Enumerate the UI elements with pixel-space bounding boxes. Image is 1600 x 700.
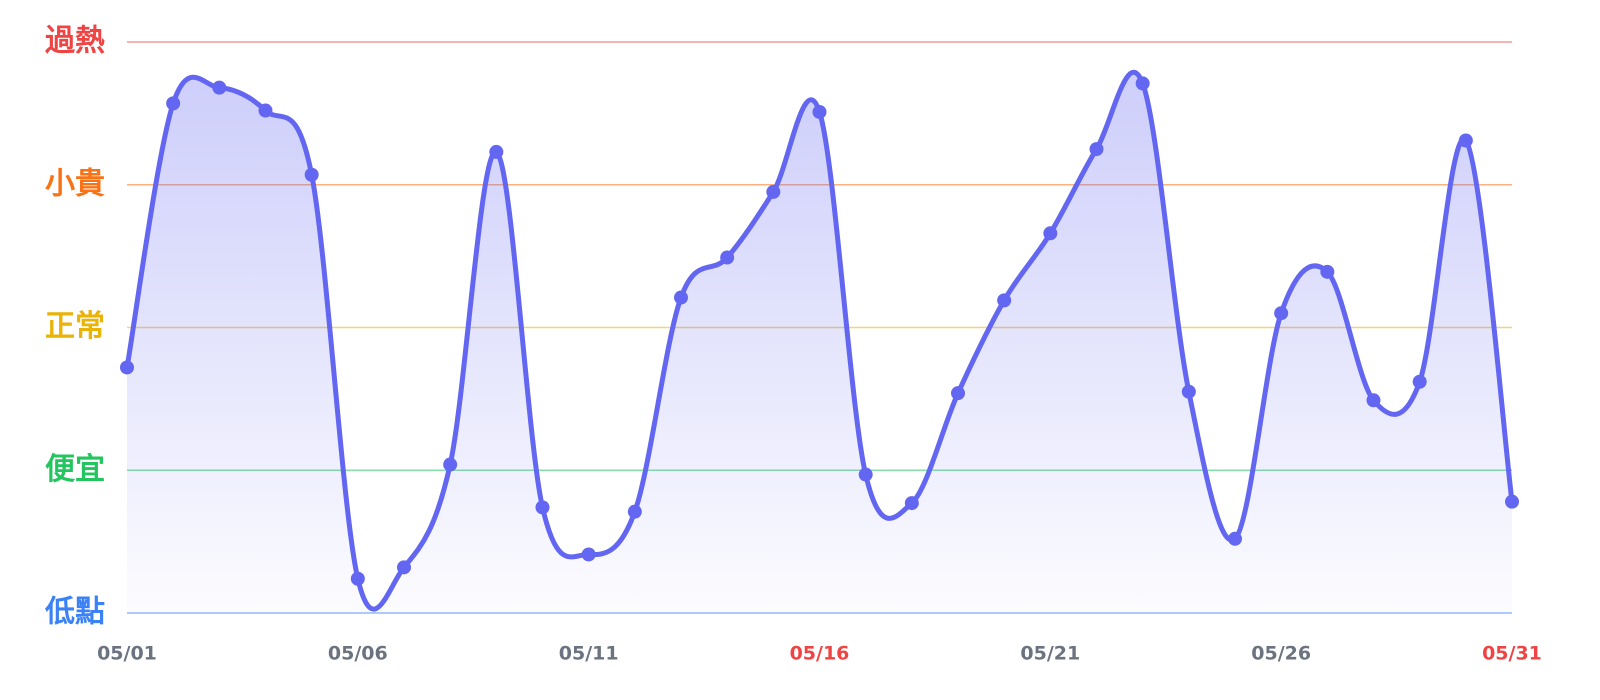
x-tick-label: 05/01 <box>97 643 157 665</box>
x-tick-label: 05/16 <box>790 643 850 665</box>
point <box>120 360 134 375</box>
point <box>304 167 319 182</box>
point <box>1458 133 1473 148</box>
point <box>904 496 919 511</box>
point <box>627 504 642 519</box>
y-tick-label: 低點 <box>44 595 105 630</box>
point <box>674 290 688 305</box>
point <box>812 104 827 119</box>
x-tick-label: 05/11 <box>559 643 619 665</box>
point <box>1366 393 1381 408</box>
point <box>581 547 596 562</box>
point <box>1181 384 1196 399</box>
y-tick-label: 正常 <box>45 309 105 344</box>
point <box>1320 264 1335 279</box>
x-tick-label: 05/26 <box>1251 643 1311 665</box>
point <box>1043 226 1058 241</box>
point <box>720 250 735 265</box>
x-tick-label: 05/06 <box>328 643 388 665</box>
point <box>535 500 550 515</box>
point <box>443 457 458 472</box>
point <box>489 144 504 159</box>
point <box>397 560 411 575</box>
point <box>258 103 273 118</box>
point <box>858 467 873 482</box>
y-tick-label: 小貴 <box>45 166 105 201</box>
point <box>1089 142 1104 157</box>
y-tick-label: 過熱 <box>45 24 105 59</box>
x-tick-label: 05/21 <box>1020 643 1080 665</box>
x-tick-label: 05/31 <box>1482 643 1542 665</box>
point <box>766 184 781 199</box>
point <box>997 293 1012 308</box>
point <box>212 80 227 95</box>
y-tick-label: 便宜 <box>45 452 105 487</box>
point <box>1135 76 1150 91</box>
point <box>1274 306 1289 321</box>
area <box>127 72 1512 613</box>
point <box>350 571 365 586</box>
point <box>1228 531 1242 546</box>
point <box>1505 494 1519 509</box>
point <box>951 386 965 401</box>
point <box>1412 374 1427 389</box>
point <box>166 96 181 111</box>
